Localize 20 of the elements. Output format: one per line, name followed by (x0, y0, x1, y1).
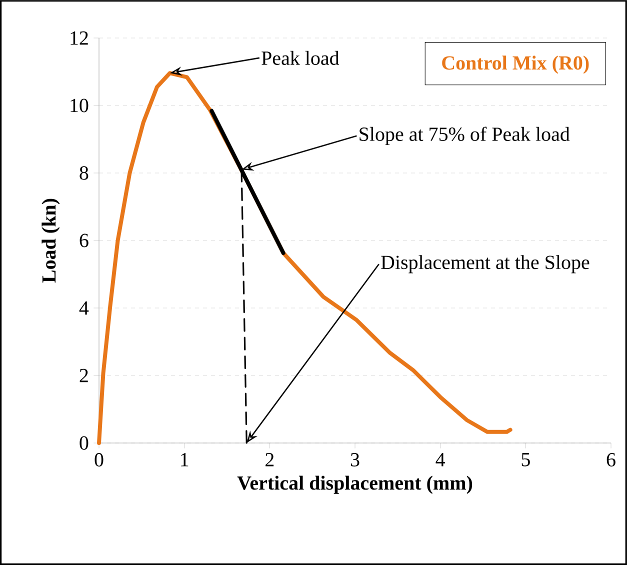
x-tick-label: 6 (606, 453, 616, 466)
annotation: Slope at 75% of Peak load (360, 126, 570, 146)
x-tick-label: 0 (94, 453, 104, 467)
x-tick-label: 5 (522, 453, 530, 466)
annotation: Displacement at the Slope (381, 255, 590, 274)
x-axis-title: Vertical displacement (mm) (237, 476, 472, 494)
y-tick-label: 2 (80, 368, 88, 382)
text: Control Mix (R0) (442, 56, 589, 74)
y-tick-label: 10 (70, 98, 88, 112)
y-tick-label: 6 (80, 234, 88, 248)
y-tick-label: 8 (80, 166, 88, 180)
y-tick-label: 12 (70, 31, 88, 45)
y-tick-label: 0 (80, 436, 88, 450)
x-tick-label: 1 (181, 453, 188, 466)
annotation: Peak load (262, 50, 340, 65)
x-tick-label: 2 (266, 453, 274, 466)
y-axis-title: Load (kn) (42, 198, 60, 283)
y-tick-label: 4 (79, 301, 89, 315)
x-tick-label: 3 (350, 453, 360, 466)
x-tick-label: 4 (436, 453, 446, 466)
